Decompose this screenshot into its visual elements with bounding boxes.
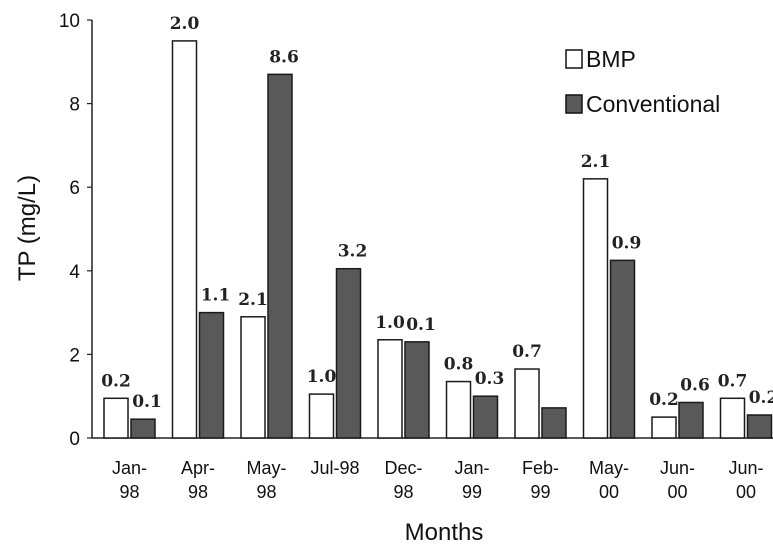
data-label: 8.6 <box>269 47 299 67</box>
bar-conventional <box>541 407 567 439</box>
data-label: 1.0 <box>375 313 405 333</box>
bar-bmp <box>445 380 472 439</box>
data-label: 2.1 <box>581 152 611 172</box>
bar-conventional <box>746 414 773 439</box>
x-tick-label: May-00 <box>589 458 629 502</box>
bar-bmp <box>514 368 540 439</box>
data-label: 0.2 <box>649 390 679 410</box>
data-label: 0.1 <box>132 392 162 412</box>
data-label: 0.2 <box>749 388 773 408</box>
bar-conventional <box>130 418 156 439</box>
bars <box>103 40 773 439</box>
x-tick-label: Jul-98 <box>310 458 359 478</box>
y-tick-label: 10 <box>59 11 80 32</box>
bar-conventional <box>267 73 293 439</box>
y-tick-label: 6 <box>69 178 80 199</box>
bar-bmp <box>719 397 746 439</box>
legend-label-bmp: BMP <box>586 46 636 72</box>
bar-conventional <box>609 259 636 439</box>
x-tick-label: Feb-99 <box>522 458 559 502</box>
bar-conventional <box>472 395 499 439</box>
bar-bmp <box>377 339 403 439</box>
data-labels: 0.22.02.11.01.00.80.72.10.20.70.11.18.63… <box>101 14 773 412</box>
x-tick-label: Apr-98 <box>181 458 215 502</box>
data-label: 0.7 <box>512 342 542 362</box>
bar-bmp <box>171 40 198 439</box>
x-tick-label: Jun-00 <box>660 458 695 502</box>
bar-bmp <box>308 393 335 439</box>
data-label: 3.2 <box>338 242 368 262</box>
bar-bmp <box>651 416 677 439</box>
data-label: 1.0 <box>307 367 337 387</box>
y-tick-label: 4 <box>69 262 80 283</box>
data-label: 2.1 <box>238 290 268 310</box>
legend-swatch-conventional <box>565 94 583 114</box>
data-label: 0.9 <box>612 233 642 253</box>
y-tick-label: 2 <box>69 345 80 366</box>
data-label: 0.1 <box>406 315 436 335</box>
bar-conventional <box>335 267 362 439</box>
data-label: 0.8 <box>444 355 474 375</box>
bar-conventional <box>404 341 430 439</box>
bar-conventional <box>198 311 225 439</box>
bar-bmp <box>240 316 266 439</box>
x-tick-label: Jan-98 <box>112 458 147 502</box>
legend: BMP Conventional <box>565 46 720 117</box>
data-label: 0.6 <box>680 375 710 395</box>
x-tick-labels: Jan-98 Apr-98 May-98 Jul-98 Dec-98 Jan-99 Feb-… <box>112 458 764 502</box>
bar-bmp <box>582 178 609 439</box>
y-tick-labels: 0 2 4 6 8 10 <box>59 11 81 450</box>
bar-bmp <box>103 397 129 439</box>
x-tick-label: Jun-00 <box>728 458 763 502</box>
x-tick-label: Dec-98 <box>384 458 422 502</box>
data-label: 2.0 <box>170 14 200 34</box>
data-label: 0.3 <box>475 369 505 389</box>
legend-swatch-bmp <box>565 49 583 69</box>
y-tick-label: 0 <box>69 429 80 450</box>
x-tick-label: May-98 <box>247 458 287 502</box>
x-axis-title: Months <box>405 519 484 546</box>
data-label: 0.7 <box>718 371 748 391</box>
y-tick-label: 8 <box>69 95 80 116</box>
x-tick-label: Jan-99 <box>454 458 489 502</box>
legend-label-conventional: Conventional <box>586 91 720 117</box>
data-label: 0.2 <box>101 371 131 391</box>
data-label: 1.1 <box>201 286 231 306</box>
y-axis-title: TP (mg/L) <box>14 175 41 281</box>
bar-conventional <box>678 401 704 439</box>
